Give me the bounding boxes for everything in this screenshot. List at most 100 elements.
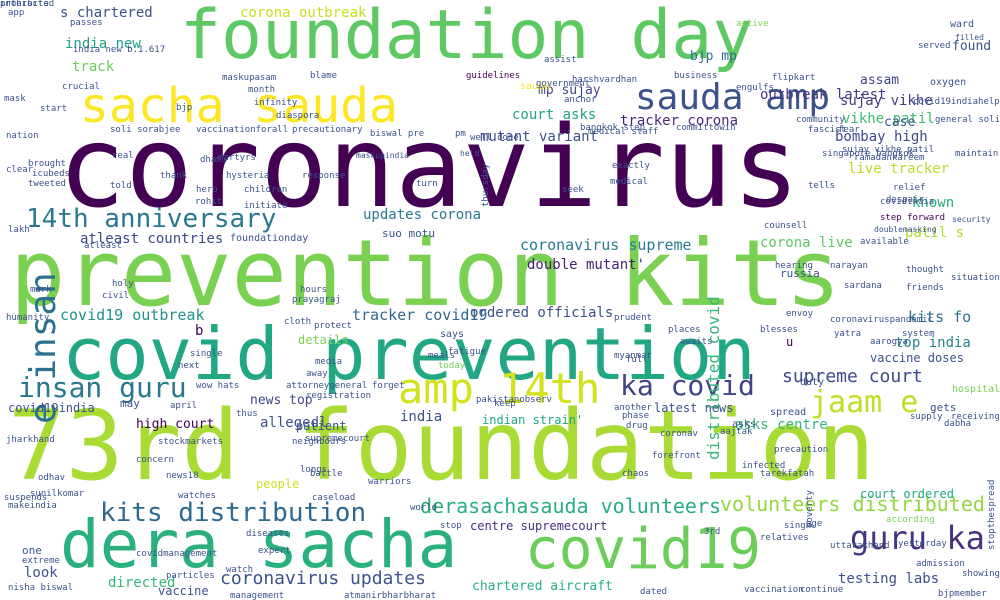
word-admission: admission: [916, 559, 965, 569]
word-myanmar: myanmar: [614, 351, 652, 361]
word-nisha-biswal: nisha biswal: [8, 583, 74, 593]
word-guru-ka: guru ka: [850, 519, 985, 557]
word-jaam-e: jaam e: [810, 385, 919, 420]
word-month: month: [248, 85, 276, 95]
word-relatives: relatives: [760, 533, 809, 543]
word-biswal-pre: biswal pre: [370, 129, 425, 139]
word-ward: ward: [950, 19, 975, 30]
word-double-mutant: double mutant': [527, 257, 646, 273]
word-patient: patient: [296, 419, 347, 433]
word-atleast: atleast: [84, 241, 122, 251]
word-precautionary: precautionary: [292, 125, 363, 135]
word-humanity: humanity: [6, 313, 50, 323]
word-bjp: bjp: [176, 103, 193, 113]
word-assist: assist: [544, 55, 577, 65]
word-vaccine-doses: vaccine doses: [870, 351, 964, 365]
word-supremecourt: supremecourt: [305, 434, 371, 444]
word-odhav: odhav: [38, 473, 66, 483]
word-forget: forget: [372, 381, 405, 391]
word-14th-anniversary: 14th anniversary: [26, 204, 277, 234]
word-dhami: dhami: [200, 155, 228, 165]
word-live-tracker: live tracker: [848, 161, 950, 177]
word-aarogya: aarogya: [870, 337, 908, 347]
word-foundationday: foundationday: [230, 233, 309, 244]
word-yesterday: yesterday: [898, 539, 947, 549]
word-3rd: 3rd: [704, 527, 721, 537]
word-sauda: sauda: [520, 81, 551, 92]
word-held: held: [460, 149, 480, 158]
word-thursday: thursday: [481, 163, 491, 207]
word-infected: infected: [742, 461, 786, 471]
word-stockmarkets: stockmarkets: [158, 437, 224, 447]
word-ordered-officials: ordered officials: [470, 305, 614, 321]
word-according: according: [886, 515, 935, 525]
word-fascist: fascist: [808, 125, 846, 135]
word-passes: passes: [70, 18, 103, 28]
word-kits-distribution: kits distribution: [100, 498, 367, 528]
word-hero: hero: [196, 185, 218, 195]
word-available: available: [860, 237, 909, 247]
word-next: next: [178, 361, 200, 371]
word-blesses: blesses: [760, 325, 798, 335]
word-makeindia: makeindia: [8, 501, 57, 511]
word-mutant-variant: mutant variant: [480, 129, 599, 145]
word-covid-prevention: covid prevention: [62, 312, 756, 396]
word-vaccinationforall: vaccinationforall: [196, 125, 289, 135]
word-hearing: hearing: [775, 261, 813, 271]
word-yatra: yatra: [834, 329, 862, 339]
word-supreme-court: supreme court: [782, 366, 923, 387]
word-showing: showing: [962, 569, 1000, 579]
word-business: business: [674, 71, 718, 81]
word-envoy: envoy: [786, 309, 814, 319]
word-covid19indiahelp: covid19indiahelp: [913, 97, 1000, 107]
word-mp-sujay: mp sujay: [538, 83, 601, 98]
word-u: u: [786, 335, 794, 349]
word-chartered-aircraft: chartered aircraft: [472, 579, 613, 594]
word-drug: drug: [626, 421, 648, 431]
word-directed: directed: [108, 575, 176, 591]
word-vikhe-patil: vikhe patil: [842, 111, 935, 127]
word-sujay-vikhe: sujay vikhe: [840, 93, 933, 109]
word-tells: tells: [808, 181, 836, 191]
word-indian-strain: indian strain': [482, 413, 584, 427]
word-assam: assam: [860, 73, 900, 88]
word-world: world: [410, 503, 438, 513]
word-allegedl: allegedl: [260, 415, 328, 431]
word-battle: battle: [310, 469, 343, 479]
word-prudent: prudent: [614, 313, 652, 323]
word-sunilkomar: sunilkomar: [30, 489, 85, 499]
word-covid19-outbreak: covid19 outbreak: [60, 306, 205, 324]
word-hours: hours: [300, 285, 328, 295]
word-maskupindia: maskupindia: [356, 151, 409, 160]
word-one: one: [22, 544, 42, 557]
word-suo-motu: suo motu: [382, 227, 435, 240]
word-civil: civil: [102, 291, 130, 301]
word-exactly: exactly: [612, 161, 650, 171]
word-warriors: warriors: [368, 477, 412, 487]
word-known: known: [912, 195, 955, 211]
word-says: says: [440, 329, 465, 340]
word-caseload: caseload: [312, 493, 356, 503]
word-awaits: awaits: [680, 337, 713, 347]
word-children: children: [244, 185, 288, 195]
word-longs: longs: [300, 465, 328, 475]
word-icubeds: icubeds: [32, 169, 70, 179]
word-initiate: initiate: [244, 201, 288, 211]
word-chaos: chaos: [622, 469, 650, 479]
word-extreme: extreme: [22, 556, 60, 566]
word-diaspora: diaspora: [276, 111, 320, 121]
word-prevention-kits: prevention kits: [10, 220, 841, 327]
word-told: told: [110, 181, 132, 191]
word-government: government: [536, 79, 591, 89]
word-wow-hats: wow hats: [196, 381, 240, 391]
word-tracker-corona: tracker corona: [620, 113, 739, 129]
word-insan-guru: insan guru: [18, 371, 187, 404]
word-coronavirus-supreme: coronavirus supreme: [520, 236, 692, 254]
word-ramadankareem: ramadankareem: [854, 153, 925, 163]
word-singh: singh: [784, 521, 812, 531]
word-management: management: [230, 591, 285, 600]
word-medical-staff: medical staff: [588, 127, 659, 137]
word-hysteria: hysteria: [226, 171, 270, 181]
word-supply: supply: [910, 412, 943, 422]
word-narayan: narayan: [830, 261, 868, 271]
